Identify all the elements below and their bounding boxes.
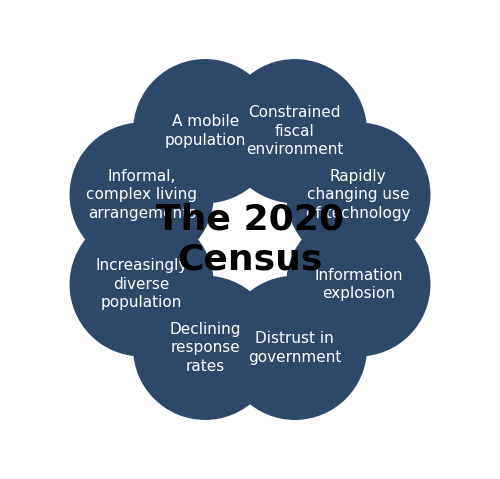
Circle shape bbox=[286, 123, 430, 267]
Text: A mobile
population: A mobile population bbox=[164, 114, 246, 148]
Text: Constrained
fiscal
environment: Constrained fiscal environment bbox=[246, 105, 344, 157]
Text: Distrust in
government: Distrust in government bbox=[248, 331, 342, 365]
Circle shape bbox=[133, 276, 278, 420]
Text: Information
explosion: Information explosion bbox=[314, 268, 402, 301]
Text: Informal,
complex living
arrangements: Informal, complex living arrangements bbox=[86, 169, 197, 221]
Text: Increasingly
diverse
population: Increasingly diverse population bbox=[96, 258, 188, 310]
Text: The 2020
Census: The 2020 Census bbox=[156, 203, 344, 276]
Circle shape bbox=[133, 59, 278, 203]
Circle shape bbox=[222, 276, 367, 420]
Text: Declining
response
rates: Declining response rates bbox=[170, 322, 241, 374]
Circle shape bbox=[286, 212, 430, 356]
Text: Rapidly
changing use
of technology: Rapidly changing use of technology bbox=[306, 169, 410, 221]
Circle shape bbox=[70, 212, 214, 356]
Circle shape bbox=[222, 59, 367, 203]
Circle shape bbox=[70, 123, 214, 267]
